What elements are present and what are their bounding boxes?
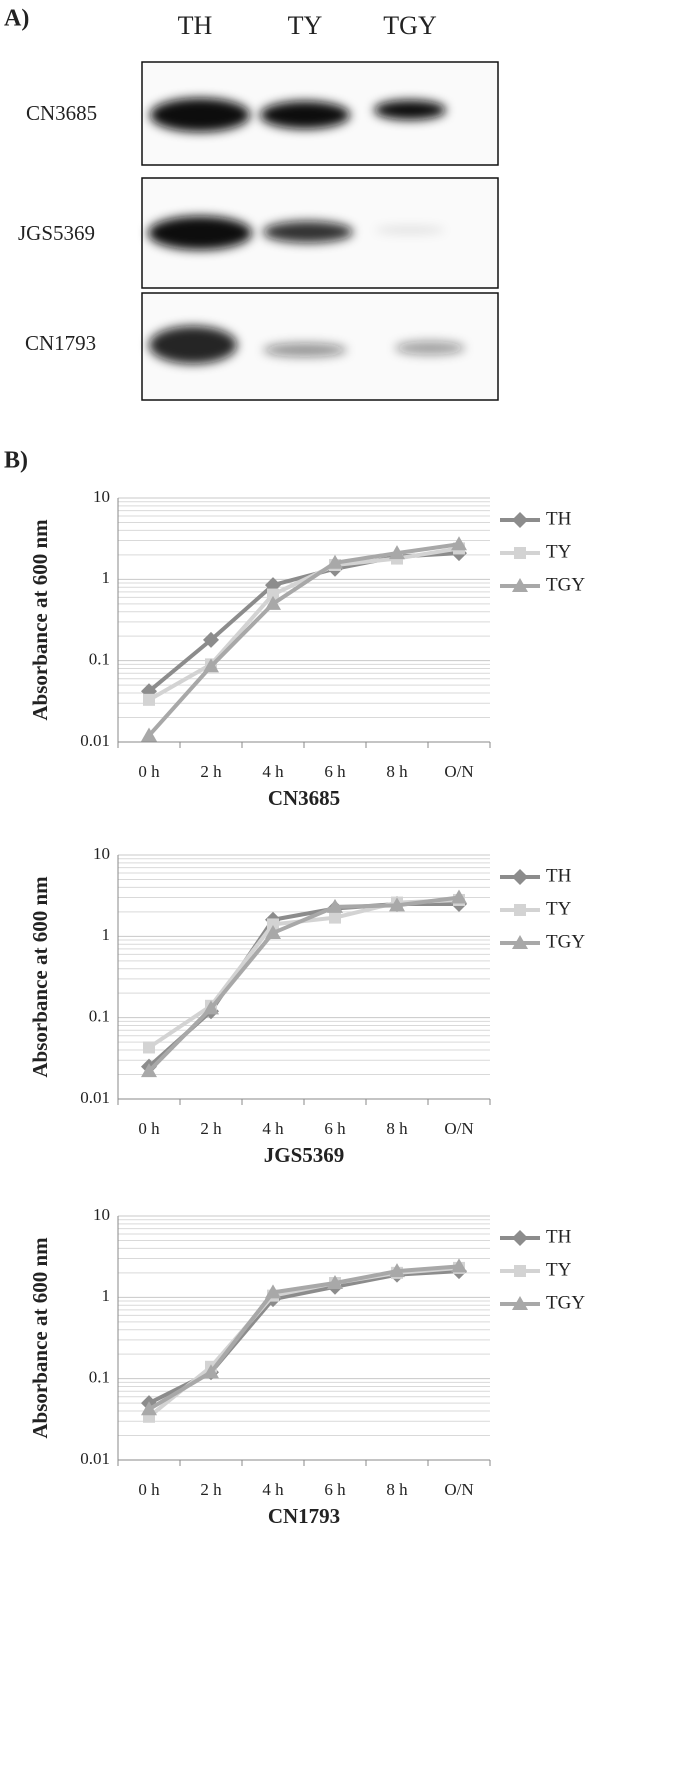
marker — [203, 658, 219, 673]
marker — [141, 1401, 157, 1416]
strain-label: JGS5369 — [18, 221, 95, 245]
series-line — [147, 542, 460, 737]
x-tick-label: 2 h — [200, 1480, 222, 1499]
marker — [514, 547, 526, 559]
legend-label: TH — [546, 1226, 572, 1247]
marker — [451, 1258, 467, 1273]
marker — [143, 693, 155, 706]
x-tick-label: 4 h — [262, 762, 284, 781]
marker — [514, 904, 526, 916]
marker — [141, 727, 157, 742]
x-axis-title: CN1793 — [268, 1504, 340, 1528]
marker — [267, 918, 279, 931]
marker — [265, 924, 281, 939]
marker — [514, 1265, 526, 1277]
marker — [327, 554, 343, 569]
marker — [265, 1284, 281, 1299]
panel-label: A) — [4, 6, 29, 32]
y-tick-label: 1 — [102, 925, 111, 944]
legend-label: TGY — [546, 1292, 585, 1313]
x-tick-label: 0 h — [138, 1119, 160, 1138]
y-tick-label: 0.01 — [80, 1088, 110, 1107]
legend-label: TH — [546, 508, 572, 529]
marker — [451, 889, 467, 904]
y-tick-label: 0.01 — [80, 731, 110, 750]
legend-label: TY — [546, 898, 572, 919]
marker — [327, 1275, 343, 1290]
x-tick-label: 8 h — [386, 762, 408, 781]
y-tick-label: 0.1 — [89, 650, 110, 669]
y-tick-label: 10 — [93, 487, 110, 506]
x-tick-label: 4 h — [262, 1119, 284, 1138]
strain-label: CN1793 — [25, 331, 96, 355]
x-axis-title: JGS5369 — [264, 1143, 345, 1167]
marker — [203, 1364, 219, 1379]
marker — [265, 595, 281, 610]
x-tick-label: 8 h — [386, 1480, 408, 1499]
x-tick-label: O/N — [444, 762, 473, 781]
y-tick-label: 0.1 — [89, 1007, 110, 1026]
legend-label: TY — [546, 541, 572, 562]
x-tick-label: 6 h — [324, 1119, 346, 1138]
legend-label: TY — [546, 1259, 572, 1280]
marker — [267, 588, 279, 601]
marker — [512, 935, 528, 949]
y-axis-title: Absorbance at 600 nm — [28, 1237, 52, 1439]
marker — [389, 1263, 405, 1278]
legend-label: TGY — [546, 574, 585, 595]
x-tick-label: 2 h — [200, 762, 222, 781]
marker — [451, 536, 467, 551]
lane-label: TH — [178, 11, 213, 40]
y-tick-label: 0.01 — [80, 1449, 110, 1468]
series-line — [147, 895, 460, 1073]
marker — [203, 631, 219, 648]
x-tick-label: 6 h — [324, 762, 346, 781]
marker — [512, 1296, 528, 1310]
y-tick-label: 0.1 — [89, 1368, 110, 1387]
x-tick-label: 8 h — [386, 1119, 408, 1138]
blot — [141, 61, 499, 401]
series-line — [148, 546, 460, 702]
marker — [512, 869, 528, 885]
lane-label: TY — [288, 11, 323, 40]
marker — [389, 897, 405, 912]
x-tick-label: O/N — [444, 1119, 473, 1138]
x-tick-label: 0 h — [138, 762, 160, 781]
series-line — [147, 1265, 460, 1419]
marker — [512, 578, 528, 592]
strain-label: CN3685 — [26, 101, 97, 125]
marker — [389, 545, 405, 560]
marker — [327, 898, 343, 913]
x-tick-label: 2 h — [200, 1119, 222, 1138]
y-tick-label: 1 — [102, 568, 111, 587]
y-tick-label: 10 — [93, 844, 110, 863]
panel-label: B) — [4, 448, 28, 474]
y-tick-label: 1 — [102, 1286, 111, 1305]
marker — [329, 911, 341, 924]
y-tick-label: 10 — [93, 1205, 110, 1224]
marker — [203, 1000, 219, 1015]
x-tick-label: 6 h — [324, 1480, 346, 1499]
marker — [512, 512, 528, 528]
legend-label: TH — [546, 865, 572, 886]
marker — [141, 1063, 157, 1078]
y-axis-title: Absorbance at 600 nm — [28, 876, 52, 1078]
x-tick-label: 4 h — [262, 1480, 284, 1499]
x-axis-title: CN3685 — [268, 786, 340, 810]
marker — [512, 1230, 528, 1246]
x-tick-label: 0 h — [138, 1480, 160, 1499]
y-axis-title: Absorbance at 600 nm — [28, 519, 52, 721]
lane-label: TGY — [383, 11, 437, 40]
series-line — [147, 1264, 460, 1412]
marker — [143, 1041, 155, 1054]
legend-label: TGY — [546, 931, 585, 952]
x-tick-label: O/N — [444, 1480, 473, 1499]
